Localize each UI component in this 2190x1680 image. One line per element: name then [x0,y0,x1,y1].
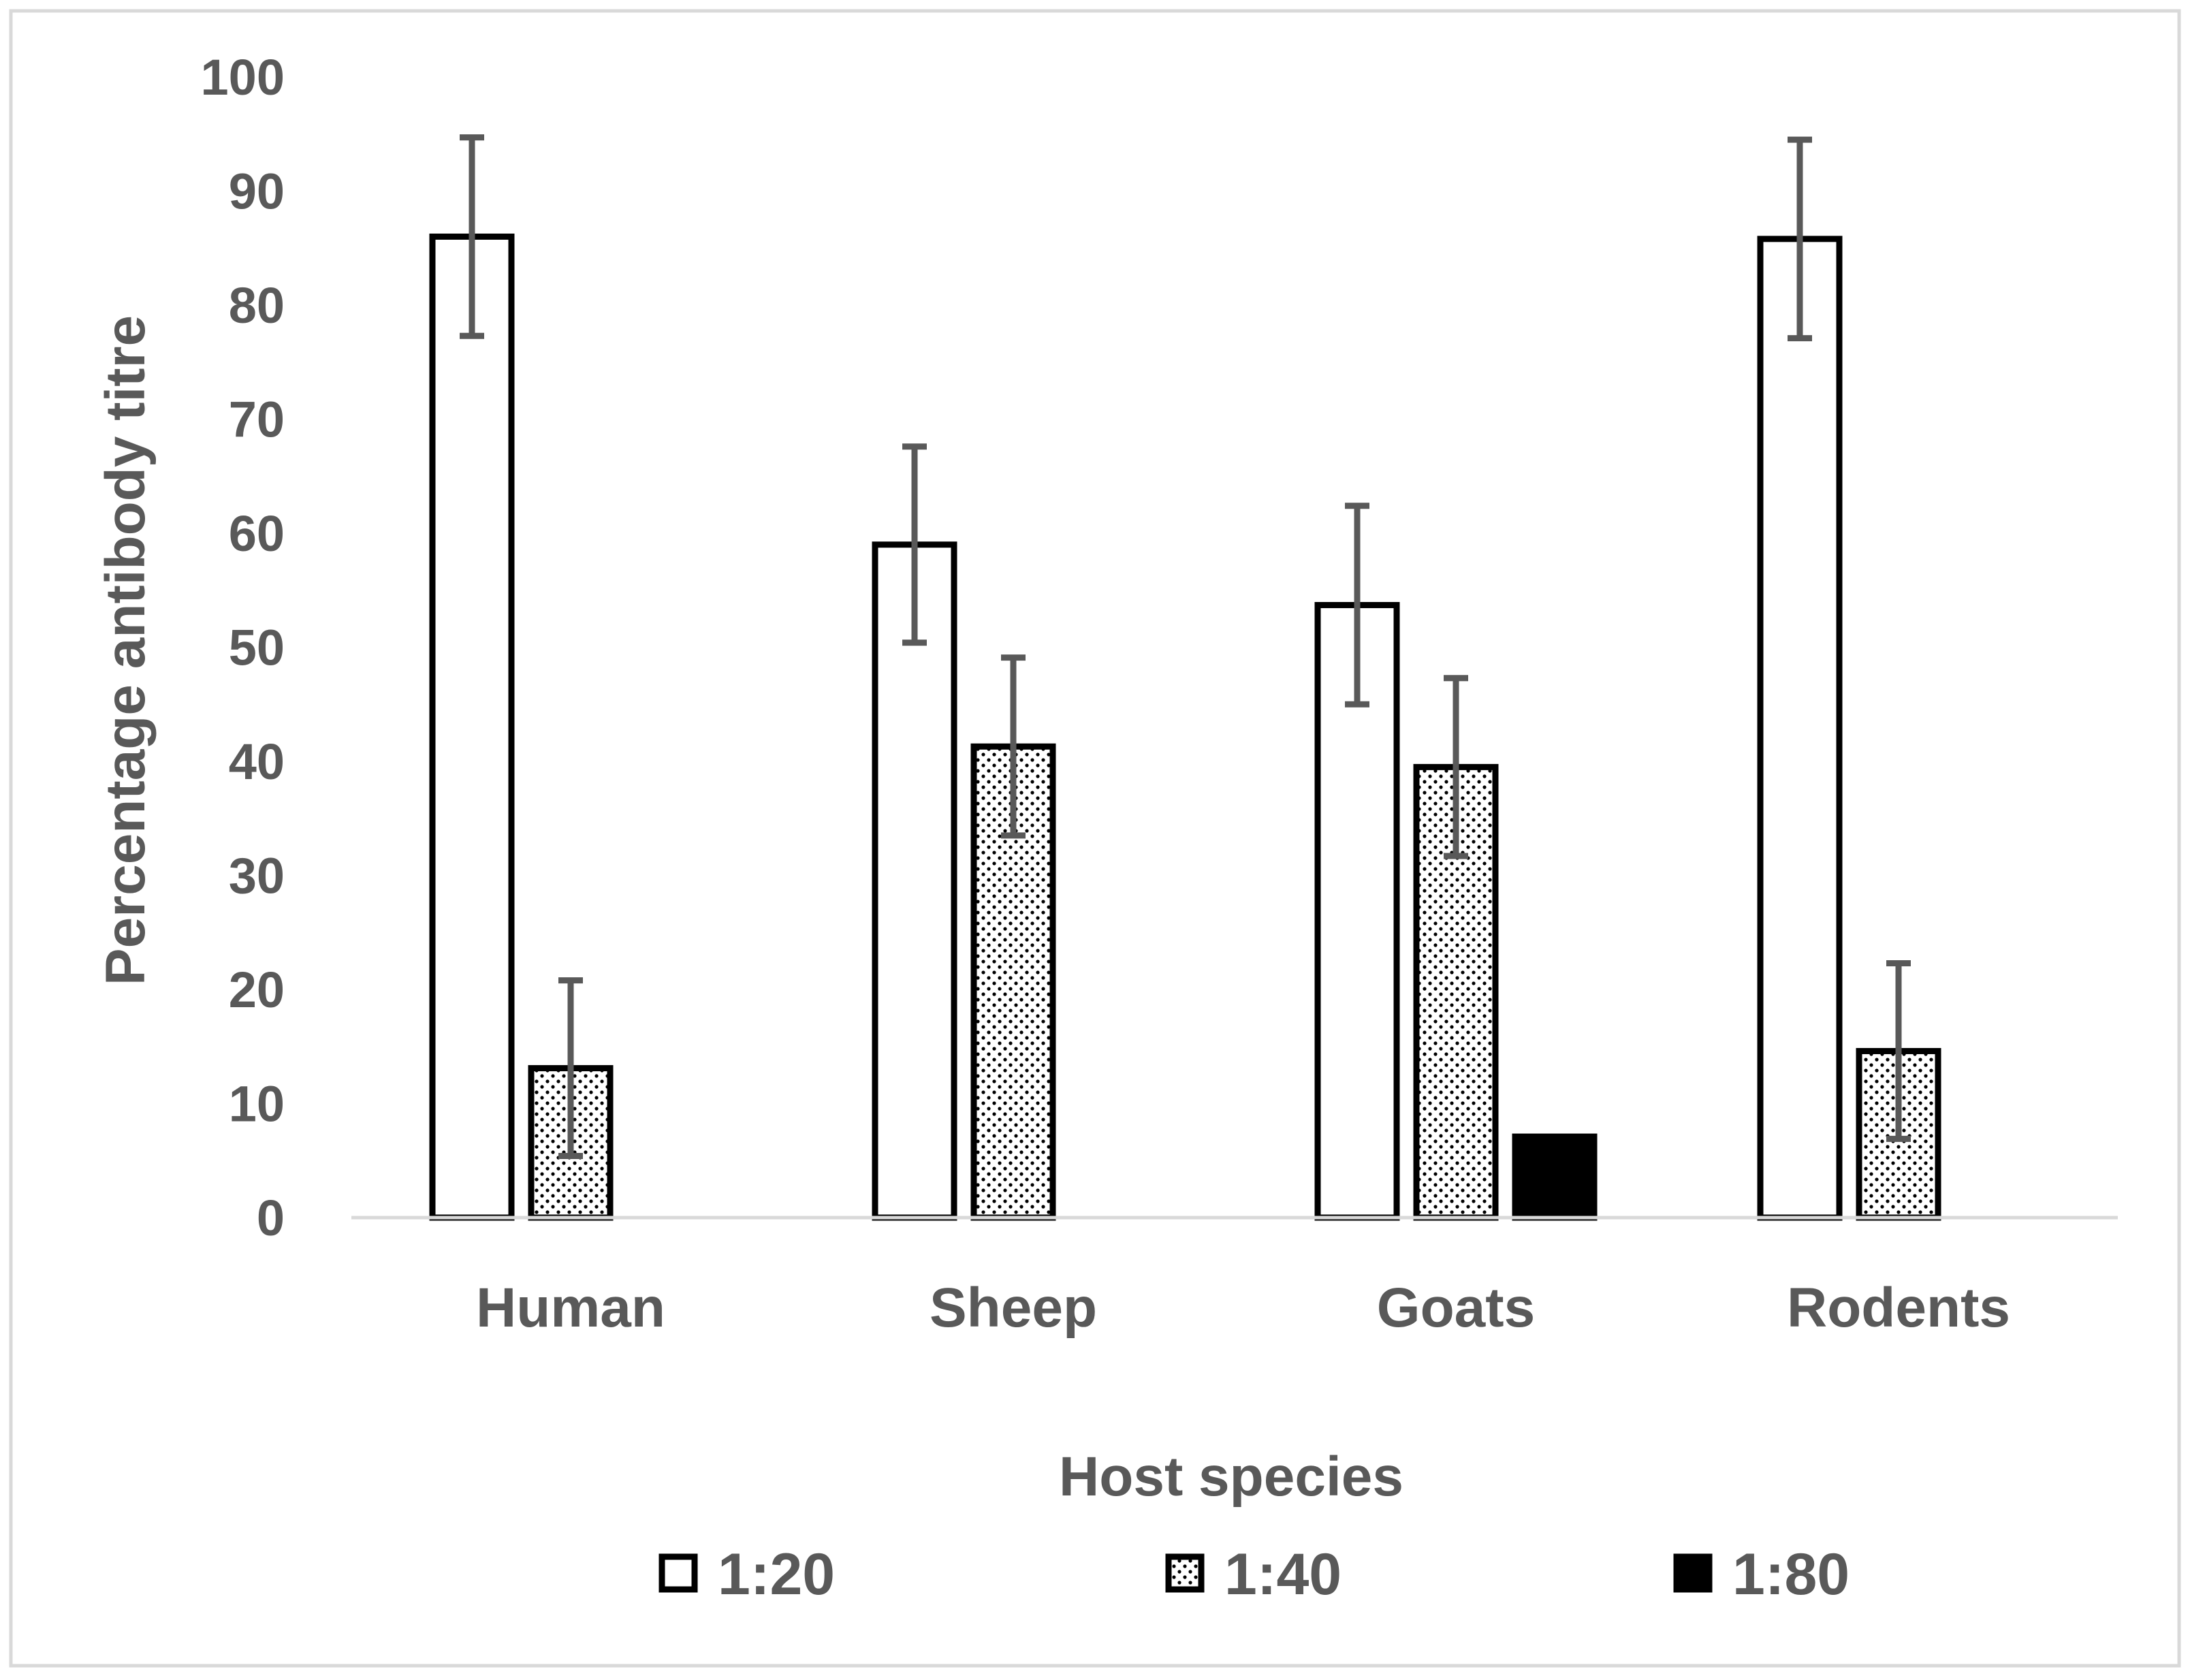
error-bars-layer [460,134,1911,1160]
y-tick-label: 90 [229,163,285,220]
error-bar-1-20-rodents [1788,136,1812,342]
legend-label: 1:80 [1732,1542,1850,1607]
category-label-goats: Goats [1377,1277,1535,1339]
bar-1-20-sheep [872,541,957,1221]
y-tick-label: 100 [201,49,285,106]
error-bar-1-20-sheep [902,443,927,646]
y-tick-label: 0 [257,1190,285,1246]
y-tick-label: 30 [229,848,285,904]
y-tick-label: 80 [229,277,285,334]
category-label-human: Human [476,1277,665,1339]
legend-item-1-80: 1:80 [1673,1542,1850,1607]
legend-label: 1:20 [718,1542,835,1607]
y-tick-label: 50 [229,620,285,676]
error-bar-1-20-goats [1345,503,1369,708]
category-labels: Human Sheep Goats Rodents [476,1277,2010,1339]
category-label-rodents: Rodents [1787,1277,2010,1339]
legend-swatch [1165,1553,1205,1593]
y-tick-label: 40 [229,733,285,790]
error-bar-1-40-human [558,977,583,1160]
bar-1-80-goats [1512,1133,1598,1221]
error-bar-1-40-goats [1444,675,1468,859]
category-label-sheep: Sheep [930,1277,1097,1339]
x-axis-title: Host species [1059,1446,1403,1508]
bar-1-20-human [429,234,515,1221]
legend-item-1-40: 1:40 [1165,1542,1342,1607]
legend-item-1-20: 1:20 [658,1542,835,1607]
error-bar-1-40-rodents [1886,960,1911,1142]
y-tick-label: 70 [229,392,285,448]
error-bar-1-40-sheep [1001,654,1026,839]
chart-border [9,9,2181,1668]
y-tick-label: 60 [229,505,285,562]
error-bar-1-20-human [460,134,484,339]
y-axis-title: Percentage antibody titre [95,315,157,985]
y-tick-label: 20 [229,962,285,1018]
legend-label: 1:40 [1224,1542,1342,1607]
y-tick-label: 10 [229,1076,285,1132]
legend-swatch [658,1553,698,1593]
y-axis-ticks: 0 10 20 30 40 50 60 70 80 90 100 [201,49,285,1246]
bar-1-20-rodents [1757,236,1843,1221]
legend: 1:20 1:40 1:80 [658,1542,1850,1607]
legend-swatch [1673,1553,1713,1593]
